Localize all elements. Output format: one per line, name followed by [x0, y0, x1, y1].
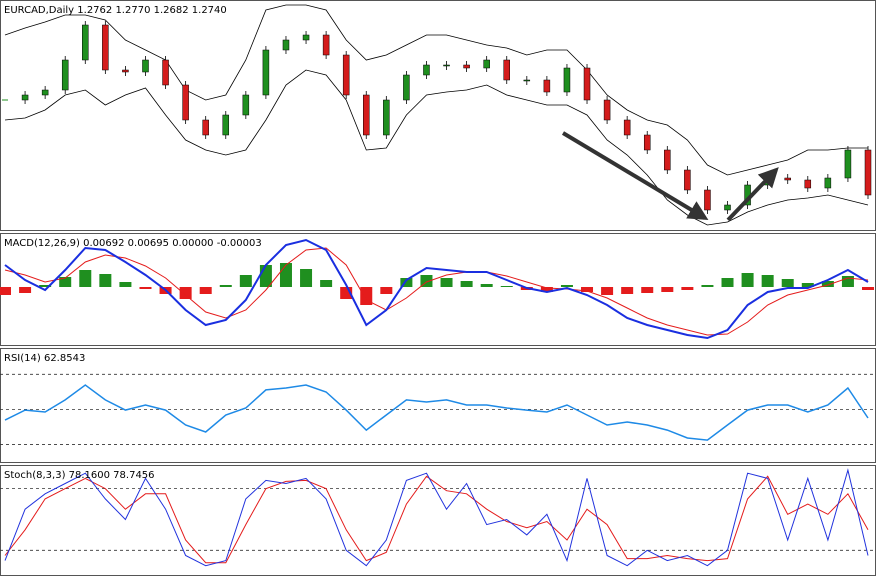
candle	[804, 179, 812, 189]
indicator-line	[4, 468, 869, 567]
histogram-bar	[119, 282, 132, 287]
candle	[302, 34, 310, 41]
candle	[443, 64, 450, 67]
candle	[282, 39, 290, 51]
histogram-bar	[460, 281, 473, 287]
panel-title: Stoch(8,3,3) 78.1600 78.7456	[4, 470, 155, 481]
histogram-bar	[320, 280, 333, 287]
signal-line	[4, 475, 869, 564]
candle	[824, 177, 832, 189]
candle	[322, 34, 330, 56]
histogram-bar	[581, 287, 594, 292]
histogram-bar	[862, 287, 874, 290]
signal-line	[4, 247, 869, 336]
candle	[222, 114, 230, 136]
histogram-bar	[841, 276, 854, 287]
histogram-bar	[179, 287, 192, 299]
histogram-bar	[601, 287, 614, 295]
histogram-bar	[0, 287, 11, 295]
histogram-bar	[701, 285, 714, 287]
candle	[724, 204, 731, 211]
trend-arrow	[561, 131, 709, 221]
candle	[383, 99, 390, 136]
histogram-bar	[400, 278, 413, 287]
candle	[41, 89, 49, 96]
histogram-bar	[560, 285, 573, 287]
candle	[61, 59, 69, 91]
candle	[363, 94, 370, 136]
histogram-bar	[300, 269, 313, 287]
candle	[503, 59, 510, 81]
histogram-bar	[279, 263, 292, 287]
candle	[423, 64, 430, 76]
candle	[21, 94, 29, 101]
histogram-bar	[380, 287, 393, 294]
candle	[643, 134, 651, 151]
histogram-bar	[761, 275, 774, 287]
candle	[704, 189, 711, 211]
candle	[664, 149, 671, 171]
candle	[202, 119, 209, 136]
candle	[122, 69, 129, 73]
candle	[623, 119, 631, 136]
candle	[142, 59, 149, 73]
histogram-bar	[781, 279, 794, 287]
histogram-bar	[139, 287, 152, 289]
trend-arrow	[726, 167, 779, 222]
candle	[242, 94, 250, 116]
histogram-bar	[259, 265, 272, 287]
candle	[483, 59, 490, 69]
candle	[523, 79, 531, 82]
histogram-bar	[19, 287, 32, 293]
histogram-bar	[440, 278, 453, 287]
candle	[182, 84, 189, 121]
histogram-bar	[59, 277, 72, 287]
candle	[463, 64, 470, 69]
candle	[784, 177, 791, 181]
candle	[684, 169, 691, 191]
histogram-bar	[199, 287, 212, 294]
candle	[403, 74, 410, 101]
candle	[342, 54, 350, 96]
histogram-bar	[661, 287, 674, 292]
histogram-bar	[360, 287, 373, 305]
candle	[583, 67, 591, 101]
lower-band	[4, 69, 869, 226]
candle	[82, 24, 89, 61]
candle	[603, 99, 611, 121]
histogram-bar	[39, 285, 52, 287]
panel-title: EURCAD,Daily 1.2762 1.2770 1.2682 1.2740	[4, 5, 227, 16]
candle	[864, 149, 872, 196]
candle	[262, 49, 270, 96]
histogram-bar	[500, 286, 513, 287]
candle	[543, 79, 551, 93]
histogram-bar	[480, 284, 493, 287]
histogram-bar	[540, 287, 553, 292]
histogram-bar	[621, 287, 634, 294]
histogram-bar	[741, 273, 754, 287]
histogram-bar	[99, 274, 112, 287]
histogram-bar	[641, 287, 654, 293]
histogram-bar	[801, 283, 814, 287]
panel-title: MACD(12,26,9) 0.00692 0.00695 0.00000 -0…	[4, 238, 262, 249]
histogram-bar	[239, 275, 252, 287]
candle	[162, 59, 169, 86]
histogram-bar	[721, 278, 734, 287]
histogram-bar	[821, 281, 834, 287]
candle	[102, 24, 109, 71]
histogram-bar	[681, 287, 694, 290]
candle	[563, 67, 571, 93]
indicator-line	[4, 384, 869, 441]
panel-title: RSI(14) 62.8543	[4, 353, 85, 364]
upper-band	[4, 4, 868, 176]
macd-line	[4, 238, 869, 340]
candle	[844, 149, 852, 179]
histogram-bar	[79, 270, 92, 287]
histogram-bar	[219, 285, 232, 287]
